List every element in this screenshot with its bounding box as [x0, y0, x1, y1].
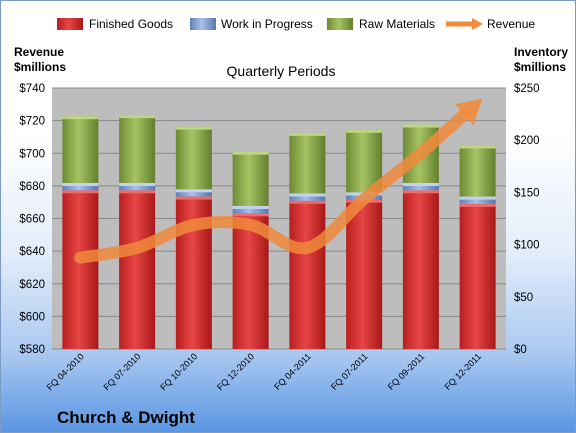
left-tick-label: $580 [19, 344, 45, 356]
left-tick-label: $700 [19, 148, 45, 160]
bar-finished-goods [402, 190, 439, 349]
x-tick-label: FQ 12-2011 [442, 351, 483, 392]
bar-stack [346, 129, 383, 349]
x-tick-label: FQ 10-2010 [158, 351, 199, 392]
legend-item-work-in-progress: Work in Progress [190, 17, 313, 31]
left-tick-label: $720 [19, 116, 45, 128]
x-tick-label: FQ 12-2010 [215, 351, 256, 392]
legend-item-revenue: Revenue [446, 17, 535, 31]
bar-work-in-progress [289, 193, 326, 201]
bar-work-in-progress-cap [119, 183, 156, 187]
left-axis-title-line2: $millions [14, 60, 66, 74]
bar-stack [459, 145, 496, 349]
bar-raw-materials [289, 132, 326, 194]
right-axis-title-line2: $millions [514, 60, 566, 74]
right-tick-label: $200 [514, 135, 540, 147]
left-tick-label: $640 [19, 246, 45, 258]
left-axis-title-line1: Revenue [14, 45, 64, 59]
bar-work-in-progress [459, 196, 496, 204]
bar-stack [289, 132, 326, 349]
bar-stack [62, 116, 99, 349]
legend-label-finished-goods: Finished Goods [89, 17, 173, 31]
bar-raw-materials-cap [402, 124, 439, 128]
bar-work-in-progress [119, 183, 156, 191]
revenue-line-path [74, 108, 471, 264]
legend-item-raw-materials: Raw Materials [327, 17, 435, 31]
revenue-arrowhead [454, 98, 483, 126]
bar-finished-goods [119, 190, 156, 349]
right-tick-label: $100 [514, 240, 540, 252]
right-axis-title-line1: Inventory [514, 45, 568, 59]
company-name: Church & Dwight [57, 408, 195, 427]
bar-finished-goods-cap [402, 190, 439, 194]
bar-work-in-progress-cap [175, 189, 212, 193]
bar-raw-materials [175, 126, 212, 190]
bar-work-in-progress-cap [459, 196, 496, 200]
left-tick-label: $620 [19, 279, 45, 291]
right-axis-ticks: $0 $50 $100 $150 $200 $250 [514, 83, 540, 356]
left-tick-label: $660 [19, 214, 45, 226]
legend-swatch-revenue-arrow [472, 18, 483, 30]
bar-finished-goods [62, 190, 99, 349]
bar-raw-materials-cap [346, 129, 383, 133]
left-axis-ticks: $580 $600 $620 $640 $660 $680 $700 $720 $740 [19, 83, 45, 356]
bar-raw-materials-cap [459, 145, 496, 149]
bar-finished-goods [459, 203, 496, 349]
bar-finished-goods-cap [119, 190, 156, 194]
bar-work-in-progress-cap [402, 183, 439, 187]
bar-raw-materials [62, 116, 99, 184]
legend: Finished Goods Work in Progress Raw Mate… [57, 17, 535, 31]
legend-label-raw-materials: Raw Materials [359, 17, 435, 31]
bar-stack [119, 115, 156, 349]
bar-raw-materials [119, 115, 156, 184]
bar-work-in-progress-cap [62, 183, 99, 187]
bar-stack [402, 124, 439, 349]
bar-raw-materials-cap [232, 151, 269, 155]
bar-raw-materials-cap [62, 116, 99, 120]
legend-swatch-raw-materials [327, 18, 353, 30]
right-tick-label: $0 [514, 344, 527, 356]
legend-swatch-finished-goods [57, 18, 83, 30]
bar-work-in-progress [175, 189, 212, 197]
legend-item-finished-goods: Finished Goods [57, 17, 173, 31]
left-tick-label: $740 [19, 83, 45, 95]
bar-raw-materials [459, 145, 496, 197]
right-tick-label: $50 [514, 292, 533, 304]
x-tick-label: FQ 04-2010 [45, 351, 86, 392]
left-tick-label: $600 [19, 311, 45, 323]
bar-work-in-progress [232, 205, 269, 214]
x-axis-ticks: FQ 04-2010 FQ 07-2010 FQ 10-2010 FQ 12-2010… [45, 351, 483, 392]
bar-finished-goods-cap [175, 196, 212, 200]
bar-finished-goods [346, 199, 383, 349]
bar-finished-goods-cap [289, 200, 326, 204]
bar-raw-materials [232, 151, 269, 206]
legend-swatch-work-in-progress [190, 18, 216, 30]
left-tick-label: $680 [19, 181, 45, 193]
bar-finished-goods-cap [232, 213, 269, 217]
bar-work-in-progress [402, 183, 439, 191]
x-tick-label: FQ 09-2011 [386, 351, 427, 392]
bar-stack [232, 151, 269, 349]
bar-finished-goods-cap [459, 203, 496, 207]
bar-finished-goods [289, 200, 326, 349]
x-tick-label: FQ 07-2010 [102, 351, 143, 392]
x-tick-label: FQ 07-2011 [329, 351, 370, 392]
bar-raw-materials-cap [119, 115, 156, 119]
bar-raw-materials-cap [175, 126, 212, 130]
bar-work-in-progress-cap [232, 205, 269, 209]
legend-label-work-in-progress: Work in Progress [221, 17, 313, 31]
bar-finished-goods-cap [62, 190, 99, 194]
revenue-line [74, 98, 483, 264]
right-tick-label: $250 [514, 83, 540, 95]
right-tick-label: $150 [514, 187, 540, 199]
bar-raw-materials-cap [289, 132, 326, 136]
bar-work-in-progress [62, 183, 99, 191]
bar-work-in-progress-cap [289, 193, 326, 197]
bar-stack [175, 126, 212, 349]
plot-title: Quarterly Periods [227, 63, 336, 79]
x-tick-label: FQ 04-2011 [272, 351, 313, 392]
legend-label-revenue: Revenue [487, 17, 535, 31]
